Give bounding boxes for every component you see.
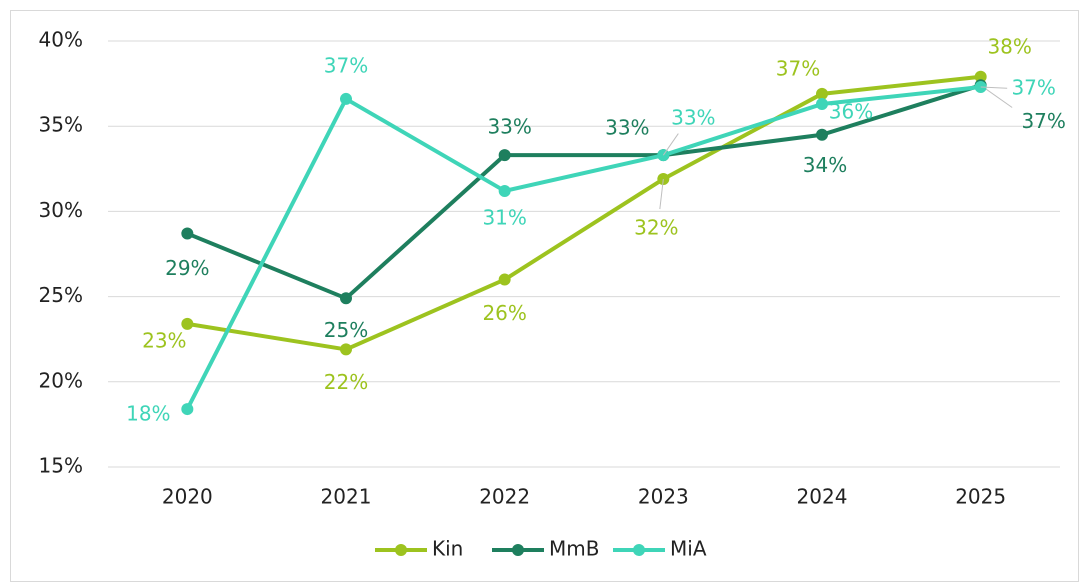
data-label: 38% — [987, 34, 1031, 58]
data-label: 33% — [671, 106, 715, 130]
legend-marker — [512, 544, 524, 556]
data-label: 37% — [1021, 109, 1065, 133]
data-label: 31% — [482, 205, 526, 229]
data-point — [816, 87, 828, 100]
series-line — [185, 85, 981, 410]
y-tick-label: 20% — [39, 368, 83, 392]
data-label: 37% — [324, 53, 368, 77]
series-line — [187, 74, 981, 352]
data-point — [181, 227, 194, 240]
data-label: 18% — [126, 402, 170, 426]
legend-marker — [633, 544, 645, 556]
data-point — [181, 403, 194, 416]
data-point — [816, 98, 828, 111]
data-point — [340, 292, 352, 305]
leader-line — [980, 86, 1008, 89]
y-tick-label: 40% — [39, 28, 83, 52]
data-point — [181, 317, 194, 330]
x-tick-label: 2021 — [321, 485, 372, 509]
x-tick-label: 2025 — [955, 485, 1006, 509]
data-point — [974, 70, 987, 83]
x-tick-label: 2024 — [797, 485, 848, 509]
data-label: 29% — [165, 256, 209, 280]
data-label: 26% — [482, 301, 526, 325]
y-tick-label: 15% — [39, 454, 83, 478]
data-point — [340, 343, 352, 356]
data-label: 33% — [605, 116, 649, 140]
legend-label: MmB — [549, 537, 599, 561]
data-point — [498, 184, 511, 197]
data-point — [816, 128, 828, 141]
data-label: 33% — [487, 115, 531, 139]
x-tick-label: 2020 — [162, 485, 213, 509]
legend-marker — [395, 544, 407, 556]
leader-line — [662, 133, 679, 156]
data-point — [340, 92, 352, 105]
leader-line — [659, 178, 664, 210]
data-label: 37% — [776, 56, 820, 80]
data-label: 36% — [829, 100, 873, 124]
data-point — [498, 149, 511, 162]
legend-label: MiA — [670, 537, 707, 561]
data-label: 22% — [324, 370, 368, 394]
data-label: 34% — [803, 153, 847, 177]
data-label: 37% — [1011, 76, 1055, 100]
chart-border — [10, 10, 1079, 582]
data-label: 23% — [142, 328, 186, 352]
data-label: 25% — [324, 318, 368, 342]
data-point — [498, 273, 511, 286]
y-tick-label: 30% — [39, 198, 83, 222]
y-tick-label: 25% — [39, 283, 83, 307]
data-label: 32% — [634, 216, 678, 240]
x-tick-label: 2022 — [479, 485, 530, 509]
x-tick-label: 2023 — [638, 485, 689, 509]
series-line — [186, 83, 982, 301]
legend-label: Kin — [432, 537, 463, 561]
y-tick-label: 35% — [39, 113, 83, 137]
